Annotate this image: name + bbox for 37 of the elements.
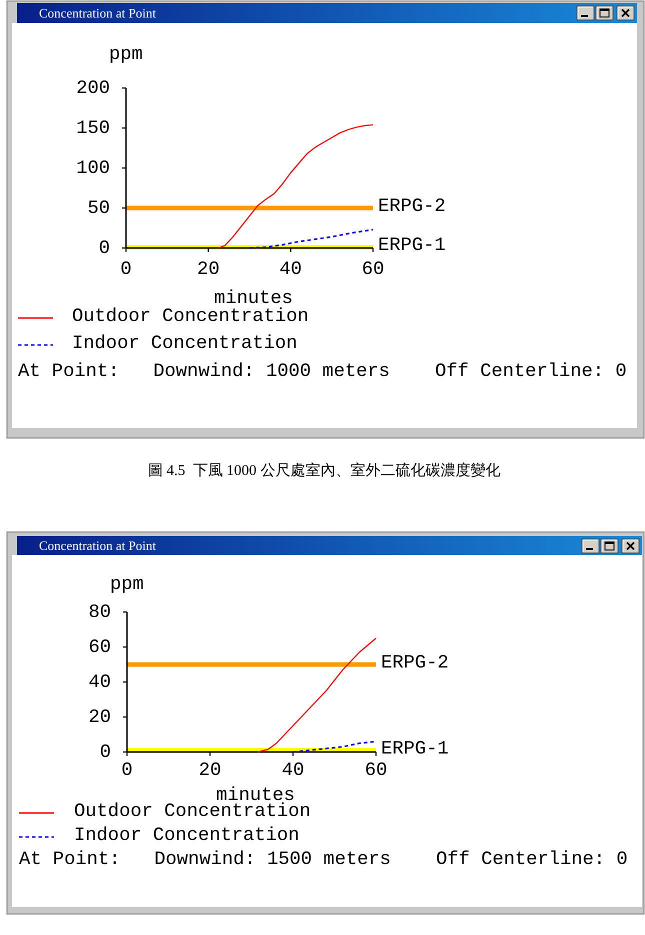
caption: 圖 4.5 下風 1000 公尺處室內、室外二硫化碳濃度變化: [148, 462, 500, 479]
y-axis-title: ppm: [110, 573, 144, 595]
y-tick-label: 150: [76, 117, 110, 139]
y-tick-label: 100: [76, 157, 110, 179]
y-tick-label: 50: [87, 197, 110, 219]
y-tick-label: 40: [88, 671, 111, 693]
ref-line-label: ERPG-1: [381, 737, 449, 760]
legend-label: Outdoor Concentration: [72, 305, 309, 327]
x-tick-label: 0: [121, 759, 133, 781]
line-series: [292, 740, 377, 753]
y-tick-label: 20: [88, 706, 111, 728]
chart-title: Concentration at Point: [39, 6, 156, 20]
ref-line-label: ERPG-2: [381, 652, 449, 674]
x-tick-label: 60: [364, 759, 388, 781]
line-series: [257, 638, 377, 753]
x-tick-label: 40: [279, 258, 302, 280]
y-tick-label: 0: [98, 237, 110, 259]
legend-label: Indoor Concentration: [72, 332, 298, 354]
y-tick-label: 200: [76, 77, 110, 99]
x-tick-label: 20: [197, 258, 220, 280]
ref-line-label: ERPG-2: [378, 195, 446, 217]
y-tick-label: 60: [88, 636, 111, 658]
line-series: [248, 228, 374, 249]
x-tick-label: 20: [198, 759, 222, 781]
y-axis-title: ppm: [109, 43, 143, 65]
chart-title: Concentration at Point: [39, 538, 156, 553]
text: At Point: Downwind: 1500 meters Off Centerline: 0: [19, 848, 628, 870]
legend-label: Outdoor Concentration: [74, 800, 311, 822]
legend-label: Indoor Concentration: [74, 824, 300, 846]
x-tick-label: 60: [362, 258, 384, 280]
ref-line-label: ERPG-1: [378, 234, 446, 256]
text: At Point: Downwind: 1000 meters Off Centerline: 0: [18, 360, 627, 382]
y-tick-label: 80: [88, 601, 111, 623]
x-tick-label: 40: [282, 759, 304, 781]
x-tick-label: 0: [120, 258, 132, 280]
line-series: [218, 124, 374, 249]
y-tick-label: 0: [100, 741, 111, 763]
